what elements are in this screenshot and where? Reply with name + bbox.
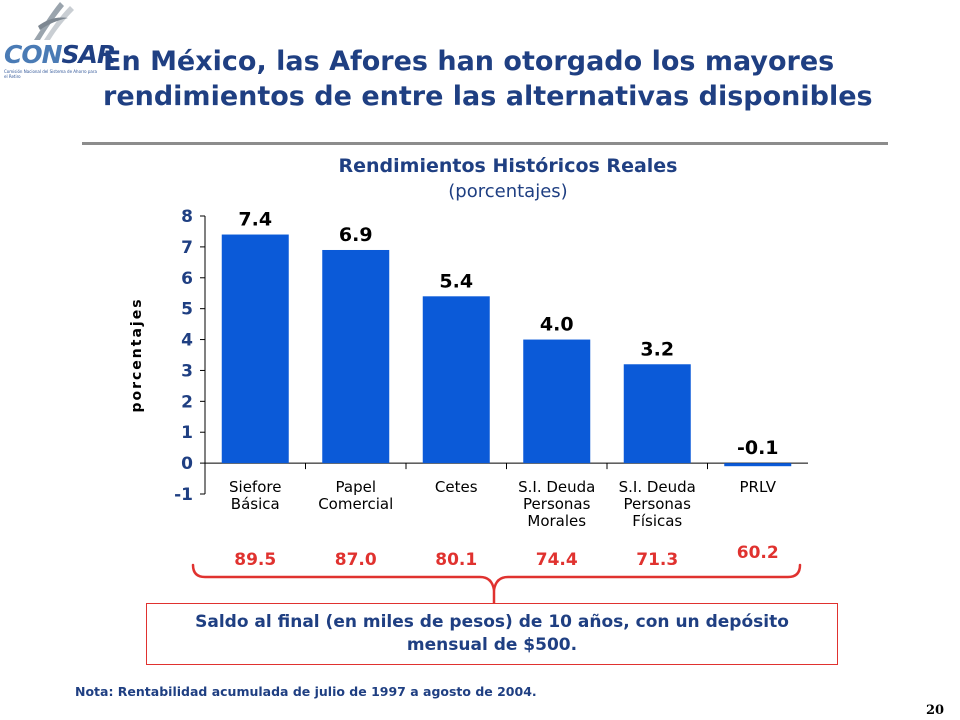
category-label-line: PRLV [740, 478, 777, 496]
y-tick-label: 3 [181, 361, 193, 381]
bar-value-label: 4.0 [540, 314, 574, 336]
saldo-value: 60.2 [736, 543, 779, 563]
logo-wordmark: CONSAR [4, 40, 117, 69]
category-label-line: Comercial [318, 495, 393, 513]
bar-value-label: 5.4 [439, 270, 473, 292]
category-label-line: S.I. Deuda [619, 478, 696, 496]
y-tick-label: 6 [181, 269, 193, 289]
bar-value-label: 6.9 [339, 224, 373, 246]
saldo-value: 71.3 [636, 550, 679, 570]
bar [322, 249, 390, 464]
logo-wordmark-strong: SAR [61, 40, 117, 69]
logo-subtitle: Comisión Nacional del Sistema de Ahorro … [4, 69, 97, 79]
bar [523, 339, 591, 464]
category-label-line: Siefore [229, 478, 281, 496]
y-tick-label: -1 [174, 485, 193, 505]
category-label: S.I. Deuda Personas Morales [518, 478, 595, 530]
y-tick-label: 5 [181, 300, 193, 320]
bar [724, 463, 792, 467]
y-tick-label: 7 [181, 238, 193, 258]
title-divider [82, 142, 888, 145]
bar-value-label: 3.2 [640, 338, 674, 360]
bar [221, 234, 289, 464]
saldo-value: 89.5 [234, 550, 277, 570]
logo-wordmark-light: CON [4, 40, 63, 69]
category-label: Siefore Básica [229, 478, 281, 513]
bar-value-label: 7.4 [238, 209, 272, 231]
y-tick-label: 4 [181, 331, 193, 351]
bar-value-label: -0.1 [737, 437, 779, 459]
page-title: En México, las Afores han otorgado los m… [103, 46, 873, 112]
bar [623, 364, 691, 464]
category-label-line: Personas [523, 495, 591, 513]
chart-subtitle: (porcentajes) [448, 181, 568, 202]
category-label-line: S.I. Deuda [518, 478, 595, 496]
y-tick-label: 2 [181, 392, 193, 412]
category-label-line: Papel [336, 478, 376, 496]
category-label-line: Morales [527, 512, 586, 530]
y-tick-label: 1 [181, 423, 193, 443]
category-label-line: Cetes [435, 478, 478, 496]
y-axis-label: porcentajes [129, 297, 145, 412]
y-tick-label: 8 [181, 207, 193, 227]
category-label: S.I. Deuda Personas Físicas [619, 478, 696, 530]
category-label: Cetes [435, 478, 478, 496]
category-label: PRLV [740, 478, 777, 496]
page-number: 20 [926, 703, 945, 718]
logo-mark-icon [34, 2, 74, 40]
consar-logo: CONSAR Comisión Nacional del Sistema de … [2, 0, 116, 100]
bar [422, 296, 490, 464]
category-label-line: Físicas [632, 512, 682, 530]
saldo-value: 87.0 [334, 550, 377, 570]
saldo-note-text: Saldo al final (en miles de pesos) de 10… [195, 612, 789, 655]
category-label-line: Personas [624, 495, 692, 513]
category-label-line: Básica [231, 495, 280, 513]
category-label: Papel Comercial [318, 478, 393, 513]
y-tick-label: 0 [181, 454, 193, 474]
saldo-note-box: Saldo al final (en miles de pesos) de 10… [146, 603, 838, 665]
saldo-value: 74.4 [535, 550, 578, 570]
chart-title: Rendimientos Históricos Reales [338, 155, 678, 177]
saldo-value: 80.1 [435, 550, 478, 570]
footnote: Nota: Rentabilidad acumulada de julio de… [75, 684, 537, 699]
